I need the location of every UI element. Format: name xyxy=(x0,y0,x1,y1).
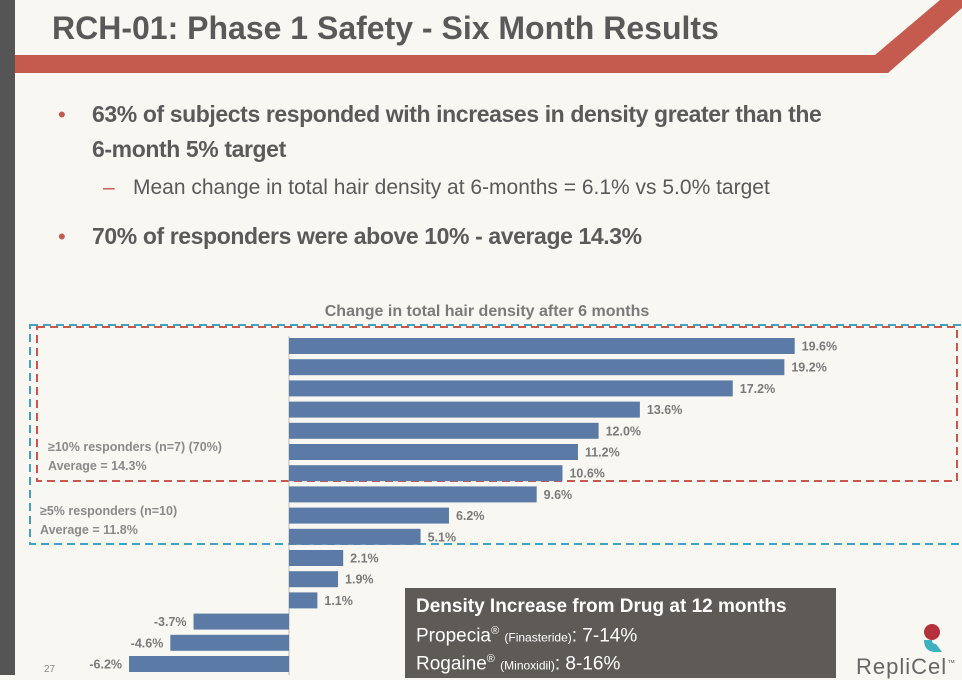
group-label: ≥10% responders (n=7) (70%) xyxy=(48,440,222,454)
title-accent-band xyxy=(15,0,962,73)
drug-comparison-box: Density Increase from Drug at 12 months … xyxy=(405,588,836,678)
bar xyxy=(289,401,640,418)
chart-title: Change in total hair density after 6 mon… xyxy=(324,303,650,320)
generic-name: (Minoxidil) xyxy=(500,658,555,673)
bullet-list: • 63% of subjects responded with increas… xyxy=(58,97,948,254)
replicel-logo: RepliCel™ xyxy=(850,622,962,679)
generic-name: (Finasteride) xyxy=(504,630,572,645)
data-label: 2.1% xyxy=(350,552,379,566)
info-row-propecia: Propecia® (Finasteride): 7-14% xyxy=(416,625,637,647)
bullet-1: 63% of subjects responded with increases… xyxy=(92,97,822,167)
data-label: 5.1% xyxy=(428,530,457,544)
drug-name: Propecia xyxy=(416,625,491,647)
bullet-2: 70% of responders were above 10% - avera… xyxy=(92,223,642,249)
bar xyxy=(289,486,537,503)
data-label: -3.7% xyxy=(154,615,187,629)
bullet-1-line2: 6-month 5% target xyxy=(92,136,286,162)
drug-name: Rogaine xyxy=(416,653,487,675)
data-label: 13.6% xyxy=(647,403,682,417)
group-annotation-5pct: ≥5% responders (n=10) Average = 11.8% xyxy=(40,502,177,540)
data-label: -4.6% xyxy=(131,636,164,650)
sub-bullet-dash: – xyxy=(103,176,115,199)
bar xyxy=(289,507,449,524)
bar xyxy=(289,444,578,460)
sub-bullet: Mean change in total hair density at 6-m… xyxy=(133,176,770,199)
slide-title: RCH-01: Phase 1 Safety - Six Month Resul… xyxy=(52,10,719,46)
sub-bullet-row: – Mean change in total hair density at 6… xyxy=(103,173,948,203)
registered-mark: ® xyxy=(491,625,500,637)
group-average: Average = 14.3% xyxy=(48,459,147,473)
group-average: Average = 11.8% xyxy=(40,523,138,537)
bar xyxy=(289,359,785,376)
bar xyxy=(289,550,344,566)
bar xyxy=(289,338,795,354)
bullet-dot: • xyxy=(58,102,66,127)
data-label: 1.9% xyxy=(345,573,374,587)
group-label: ≥5% responders (n=10) xyxy=(40,504,178,518)
bar xyxy=(193,613,289,630)
bar xyxy=(289,528,421,545)
data-label: 1.1% xyxy=(324,594,353,608)
data-label: 11.2% xyxy=(585,446,620,460)
info-heading: Density Increase from Drug at 12 months xyxy=(416,596,787,617)
bullet-2-row: • 70% of responders were above 10% - ave… xyxy=(58,219,948,254)
trademark: ™ xyxy=(947,658,957,668)
bar xyxy=(289,422,599,439)
data-label: -6.2% xyxy=(89,658,122,672)
bar xyxy=(129,656,289,672)
bar xyxy=(289,571,339,588)
density-range: : 7-14% xyxy=(571,625,638,647)
bullet-dot: • xyxy=(58,224,66,249)
data-label: 12.0% xyxy=(606,424,641,438)
logo-text: RepliCel™ xyxy=(856,654,956,680)
bar xyxy=(289,465,563,482)
bullet-1-line1: 63% of subjects responded with increases… xyxy=(92,101,822,127)
logo-name: RepliCel xyxy=(856,654,948,679)
bar xyxy=(170,634,289,651)
group-annotation-10pct: ≥10% responders (n=7) (70%) Average = 14… xyxy=(48,438,222,476)
data-label: 6.2% xyxy=(456,509,485,523)
left-edge-strip xyxy=(0,0,15,675)
page-number: 27 xyxy=(44,664,56,675)
bullet-1-row: • 63% of subjects responded with increas… xyxy=(58,97,948,167)
density-range: : 8-16% xyxy=(554,653,621,675)
info-row-rogaine: Rogaine® (Minoxidil): 8-16% xyxy=(416,653,620,675)
group-box-5pct xyxy=(29,324,962,545)
data-label: 9.6% xyxy=(544,488,573,502)
data-label: 19.6% xyxy=(802,340,837,354)
data-label: 19.2% xyxy=(791,361,826,375)
logo-mark-icon xyxy=(924,624,942,652)
registered-mark: ® xyxy=(486,653,495,665)
data-label: 17.2% xyxy=(740,382,775,396)
data-label: 10.6% xyxy=(569,467,604,481)
bar xyxy=(289,592,318,609)
bar xyxy=(289,380,733,397)
